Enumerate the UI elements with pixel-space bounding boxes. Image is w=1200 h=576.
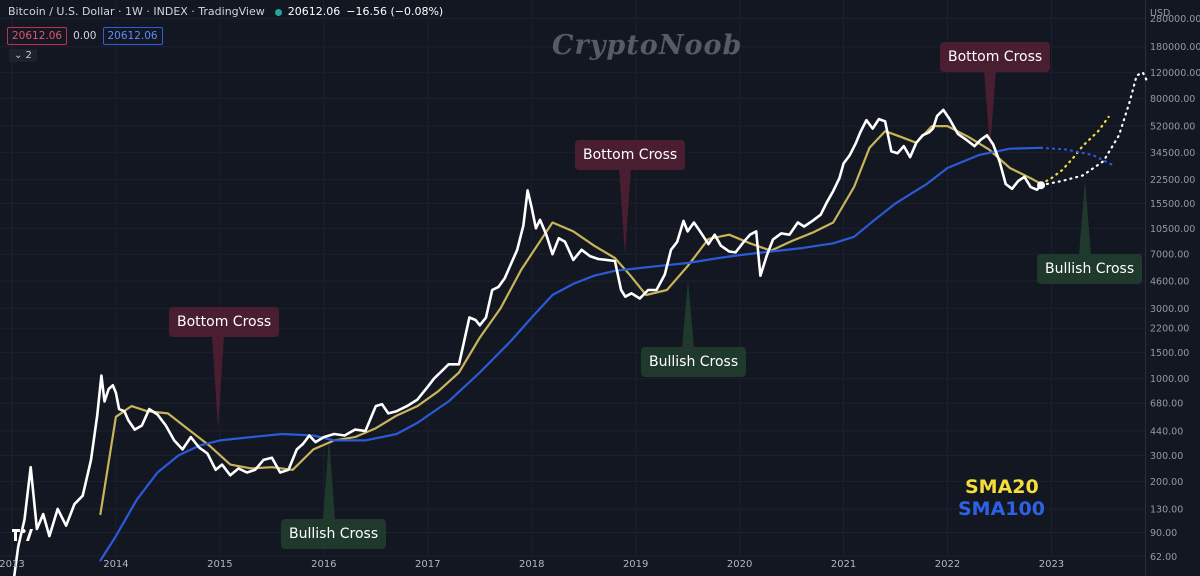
symbol-title[interactable]: Bitcoin / U.S. Dollar · 1W · INDEX · Tra… [8,5,265,18]
bullish-cross-arrow-2023 [1079,180,1091,255]
y-tick-label: 2200.00 [1150,324,1189,335]
x-tick-label: 2019 [623,559,648,570]
bullish-cross-arrow-2019 [682,280,694,348]
plot-background [0,0,1145,576]
y-tick-label: 15500.00 [1150,199,1195,210]
current-price-marker [1037,181,1046,190]
y-tick-label: 130.00 [1150,504,1183,515]
x-tick-label: 2021 [831,559,856,570]
x-tick-label: 2015 [207,559,232,570]
sma20-value-badge: 20612.06 [7,27,68,45]
collapse-indicators-button[interactable]: ⌄ 2 [9,49,37,62]
y-tick-label: 22500.00 [1150,175,1195,186]
price-change: −16.56 (−0.08%) [346,5,444,18]
y-tick-label: 1500.00 [1150,348,1189,359]
bottom-cross-label-2014: Bottom Cross [169,307,280,337]
bottom-cross-label-2022: Bottom Cross [940,42,1051,72]
y-tick-label: 200.00 [1150,477,1183,488]
y-tick-label: 680.00 [1150,399,1183,410]
bottom-cross-arrow-2018 [619,168,631,255]
market-status-icon [274,8,282,16]
series-sma20 [99,125,1043,516]
y-tick-label: 90.00 [1150,528,1177,539]
last-price: 20612.06 [287,5,341,18]
x-tick-label: 2022 [935,559,960,570]
bottom-cross-label-2018: Bottom Cross [575,140,686,170]
y-tick-label: 34500.00 [1150,148,1195,159]
y-tick-label: 300.00 [1150,451,1183,462]
tradingview-logo-icon[interactable] [11,526,35,546]
sma100-value-badge: 20612.06 [102,27,163,45]
y-tick-label: 10500.00 [1150,224,1195,235]
watermark-logo: CryptoNoob [552,30,743,61]
legend-sma20: SMA20 [965,476,1039,498]
y-tick-label: 1000.00 [1150,374,1189,385]
bottom-cross-arrow-2022 [984,70,996,148]
x-tick-label: 2016 [311,559,336,570]
bullish-cross-label-2019: Bullish Cross [641,347,747,377]
series-sma100 [99,146,1043,562]
y-tick-label: 120000.00 [1150,68,1200,79]
y-tick-label: 180000.00 [1150,42,1200,53]
series-price [12,108,1043,576]
y-tick-label: 440.00 [1150,427,1183,438]
series-sma100-projection [1040,146,1115,167]
y-tick-label: 62.00 [1150,552,1177,563]
bullish-cross-label-2016: Bullish Cross [281,519,387,549]
y-tick-label: 4600.00 [1150,277,1189,288]
x-tick-label: 2018 [519,559,544,570]
series-sma20-projection [1040,115,1110,186]
y-tick-label: 52000.00 [1150,122,1195,133]
legend-sma100: SMA100 [958,498,1045,520]
symbol-header: Bitcoin / U.S. Dollar · 1W · INDEX · Tra… [8,5,443,18]
volume-value: 0.00 [73,30,97,42]
y-tick-label: 7000.00 [1150,250,1189,261]
bottom-cross-arrow-2014 [212,336,224,428]
bullish-cross-arrow-2016 [323,438,335,520]
x-tick-label: 2014 [103,559,128,570]
x-tick-label: 2013 [0,559,25,570]
x-tick-label: 2020 [727,559,752,570]
indicator-badges: 20612.06 0.00 20612.06 [7,27,169,45]
grid-lines [0,0,1145,557]
bullish-cross-label-2023: Bullish Cross [1037,254,1143,284]
currency-label: USD [1150,8,1170,19]
x-tick-label: 2023 [1039,559,1064,570]
x-tick-label: 2017 [415,559,440,570]
y-tick-label: 280000.00 [1150,14,1200,25]
y-tick-label: 3000.00 [1150,304,1189,315]
time-axis: 2013 2014 2015 2016 2017 2018 2019 2020 2021 2022… [0,559,1064,570]
y-tick-label: 80000.00 [1150,94,1195,105]
